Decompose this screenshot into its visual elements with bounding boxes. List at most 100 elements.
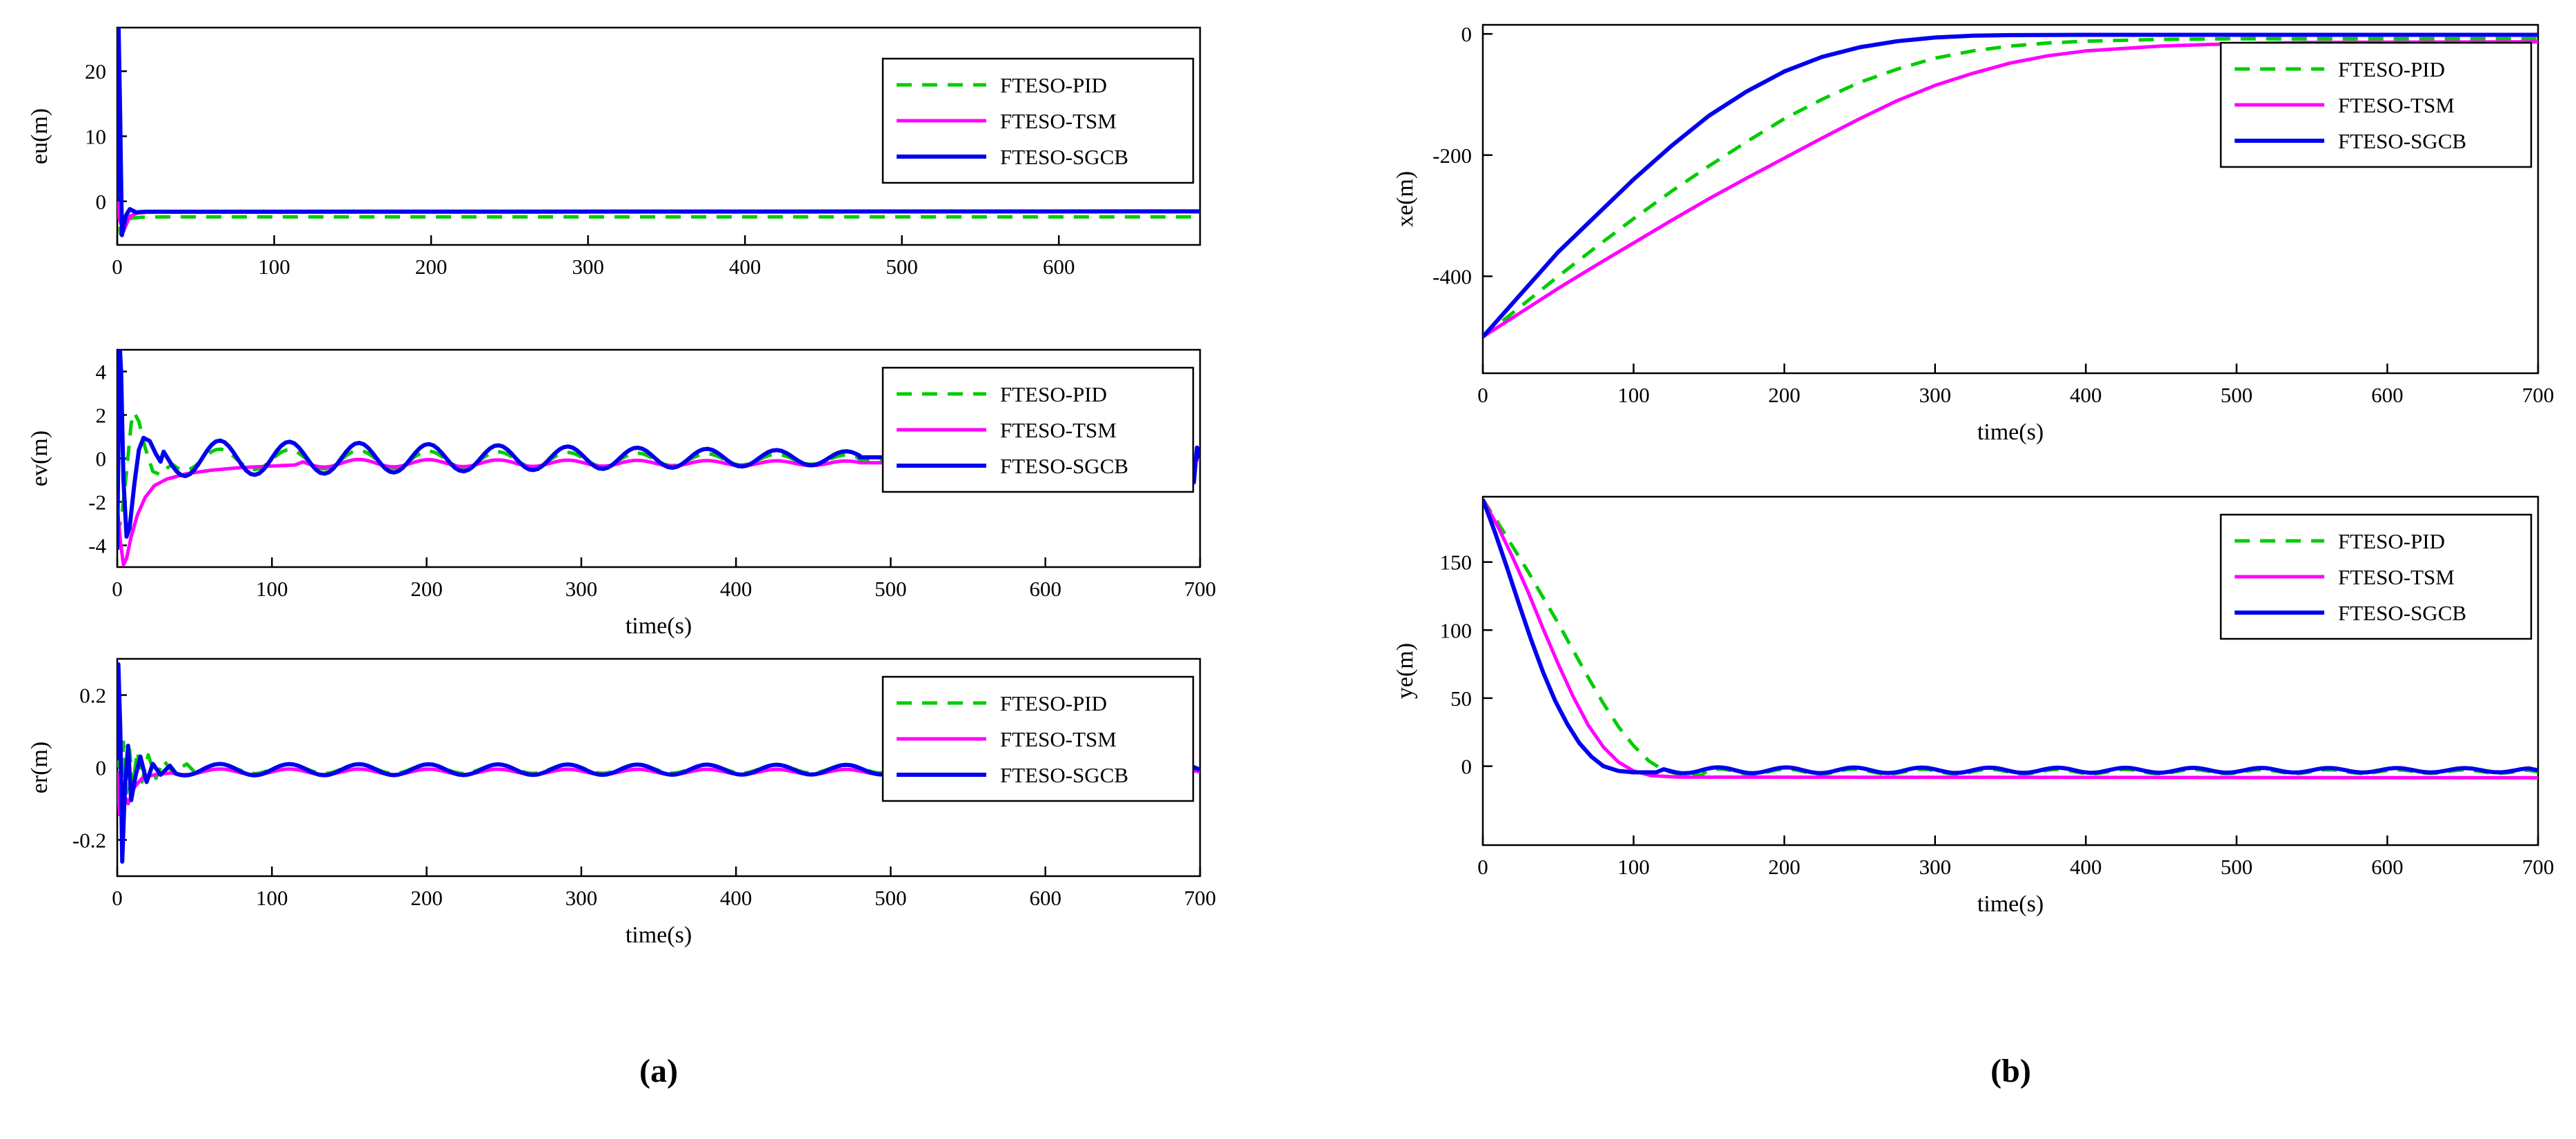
legend-entry: FTESO-PID (1000, 73, 1107, 97)
chart-xe: 0 100 200 300 400 500 600 700 -400 -200 0 time(s) xe… (1379, 10, 2576, 466)
legend-entry: FTESO-SGCB (2338, 129, 2466, 153)
legend-entry: FTESO-PID (1000, 382, 1107, 406)
x-tick-label: 200 (415, 255, 448, 279)
y-tick-label: 20 (85, 59, 106, 83)
x-tick-label: 100 (256, 886, 288, 910)
legend-entry: FTESO-PID (1000, 691, 1107, 715)
x-tick-label: 700 (2522, 383, 2555, 407)
x-tick-label: 100 (256, 577, 288, 601)
x-tick-label: 600 (1029, 577, 1061, 601)
y-axis-label: ev(m) (27, 430, 52, 486)
y-tick-label: 4 (96, 360, 107, 384)
legend: FTESO-PID FTESO-TSM FTESO-SGCB (2219, 513, 2533, 640)
y-tick-label: 0 (96, 756, 107, 780)
x-tick-label: 600 (2371, 383, 2404, 407)
x-tick-label: 100 (1617, 383, 1650, 407)
series-FTESO-TSM (117, 452, 1200, 567)
x-axis-label: time(s) (1977, 891, 2044, 917)
series-group (1483, 32, 2538, 339)
x-tick-label: 500 (875, 577, 907, 601)
x-tick-label: 500 (875, 886, 907, 910)
series-FTESO-PID (117, 201, 1200, 236)
series-FTESO-PID (1483, 37, 2538, 339)
plot-eu: 0 100 200 300 400 500 60001020eu(m)FTESO-PIDFT… (27, 26, 1201, 279)
x-tick-label: 700 (1184, 577, 1217, 601)
x-tick-label: 400 (2070, 383, 2102, 407)
y-tick-label: -2 (88, 491, 106, 515)
series-group (117, 350, 1200, 567)
x-tick-label: 300 (1919, 855, 1951, 879)
plot-ye: 0 100 200 300 400 500 600 700 0 50 100 150 time(s) ye… (1392, 495, 2554, 917)
x-tick-label: 700 (1184, 886, 1217, 910)
y-tick-label: 0 (96, 190, 107, 214)
series-FTESO-SGCB (1483, 32, 2538, 339)
x-tick-label: 0 (112, 255, 123, 279)
legend-entry: FTESO-TSM (1000, 109, 1117, 133)
y-tick-label: -0.2 (72, 829, 106, 853)
legend: FTESO-PID FTESO-TSM FTESO-SGCB (881, 366, 1195, 493)
y-tick-label: -4 (88, 534, 106, 558)
panel-label-b: (b) (1990, 1053, 2031, 1089)
legend-entry: FTESO-PID (2338, 57, 2445, 81)
x-tick-label: 300 (572, 255, 604, 279)
legend-entry: FTESO-SGCB (1000, 145, 1128, 169)
legend-entry: FTESO-SGCB (1000, 454, 1128, 478)
x-tick-label: 400 (720, 886, 752, 910)
y-axis-label: xe(m) (1392, 171, 1418, 227)
x-tick-label: 600 (2371, 855, 2404, 879)
x-tick-label: 0 (112, 886, 123, 910)
x-tick-label: 200 (1768, 383, 1801, 407)
plot-ev: 0 100 200 300 400 500 600 700 -4 -2 0 2 4 time(s) ev(m… (27, 348, 1217, 639)
y-tick-label: 0.2 (79, 684, 106, 708)
x-tick-label: 0 (112, 577, 123, 601)
y-tick-label: 0 (96, 447, 107, 471)
x-tick-label: 0 (1477, 383, 1488, 407)
y-axis-label: ye(m) (1392, 643, 1418, 699)
y-tick-label: 0 (1461, 755, 1472, 779)
axes-box (1481, 495, 2539, 846)
x-tick-label: 200 (1768, 855, 1801, 879)
series-group (117, 28, 1200, 237)
x-tick-label: 400 (2070, 855, 2102, 879)
panel-label-a: (a) (639, 1053, 678, 1089)
y-tick-label: 50 (1450, 686, 1472, 711)
x-tick-label: 200 (410, 577, 443, 601)
series-FTESO-TSM (1483, 40, 2538, 339)
x-tick-label: 200 (410, 886, 443, 910)
series-FTESO-TSM (1483, 498, 2538, 780)
y-tick-label: 100 (1440, 618, 1472, 642)
series-FTESO-SGCB (117, 350, 1200, 550)
y-tick-label: -400 (1432, 264, 1472, 288)
x-tick-label: 300 (1919, 383, 1951, 407)
x-axis-label: time(s) (626, 613, 692, 639)
legend: FTESO-PID FTESO-TSM FTESO-SGCB (881, 675, 1195, 802)
x-axis-label: time(s) (626, 922, 692, 948)
axes-box (1481, 23, 2539, 375)
legend: FTESO-PID FTESO-TSM FTESO-SGCB (2219, 41, 2533, 168)
legend-entry: FTESO-TSM (1000, 418, 1117, 442)
x-tick-label: 500 (886, 255, 918, 279)
legend-entry: FTESO-TSM (1000, 727, 1117, 751)
legend-entry: FTESO-SGCB (1000, 763, 1128, 787)
y-tick-label: -200 (1432, 143, 1472, 168)
chart-er: 0 100 200 300 400 500 600 700 -0.2 0 0.2 time(s) er(… (14, 640, 1255, 958)
chart-eu: 0 100 200 300 400 500 600 0 10 20 eu(m) FTESO-PID FT… (14, 10, 1255, 328)
y-tick-label: 10 (85, 125, 106, 149)
x-tick-label: 400 (729, 255, 761, 279)
legend-entry: FTESO-TSM (2338, 565, 2455, 589)
x-tick-label: 600 (1043, 255, 1075, 279)
series-group (1483, 498, 2538, 780)
x-tick-label: 300 (566, 886, 598, 910)
x-tick-label: 500 (2221, 855, 2253, 879)
y-axis-label: er(m) (27, 742, 52, 794)
legend-entry: FTESO-TSM (2338, 93, 2455, 117)
x-tick-label: 400 (720, 577, 752, 601)
legend: FTESO-PID FTESO-TSM FTESO-SGCB (881, 57, 1195, 184)
plot-xe: 0 100 200 300 400 500 600 700 -400 -200 0 time(s) xe… (1392, 22, 2555, 445)
y-axis-label: eu(m) (27, 108, 52, 164)
legend-entry: FTESO-PID (2338, 529, 2445, 553)
x-axis-label: time(s) (1977, 419, 2044, 445)
chart-ye: 0 100 200 300 400 500 600 700 0 50 100 150 time(s) ye… (1379, 479, 2576, 935)
x-tick-label: 100 (1617, 855, 1650, 879)
x-tick-label: 100 (258, 255, 290, 279)
